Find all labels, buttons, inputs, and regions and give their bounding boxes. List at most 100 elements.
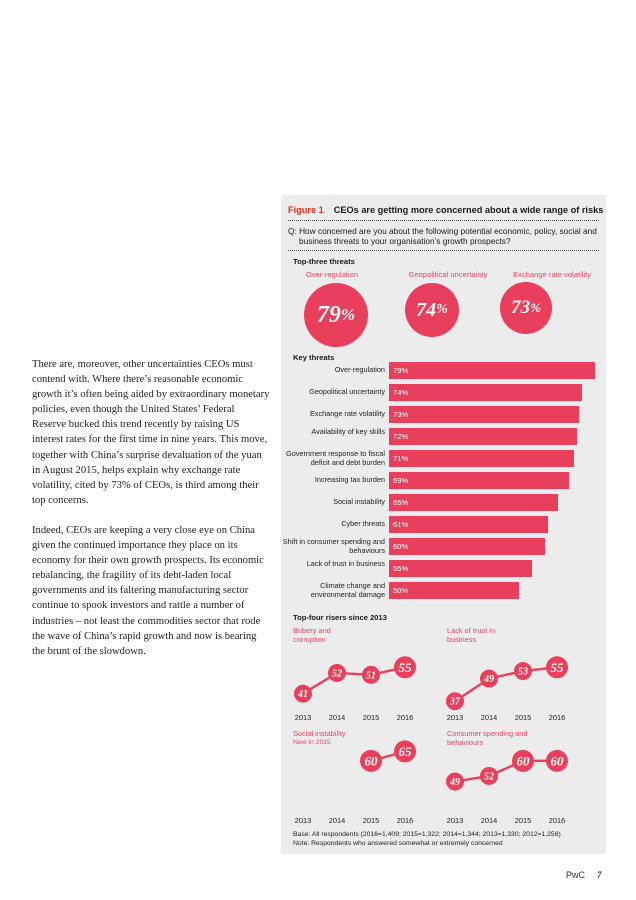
- data-label: 49: [449, 777, 460, 788]
- data-label: 55: [399, 660, 413, 675]
- x-tick-label: 2014: [481, 816, 497, 825]
- bar: 74%: [389, 384, 582, 401]
- figure-number: Figure 1: [288, 205, 324, 215]
- risers-title: Top-four risers since 2013: [293, 613, 387, 622]
- series-line: [302, 666, 406, 695]
- riser-title: Bribery and corruption: [293, 626, 331, 644]
- x-tick-label: 2015: [515, 713, 531, 722]
- x-tick-label: 2013: [447, 713, 463, 722]
- x-tick-label: 2014: [329, 816, 345, 825]
- data-point: [480, 766, 498, 785]
- riser-chart-social: Social instability New in 2015 60 65 2013 2…: [291, 728, 441, 828]
- x-tick-label: 2014: [481, 713, 497, 722]
- paragraph-1: There are, moreover, other uncertainties…: [32, 359, 270, 506]
- key-threats-chart: Over-regulation 79% Geopolitical uncertain…: [281, 195, 606, 615]
- data-label: 65: [399, 744, 413, 759]
- data-label: 41: [297, 689, 308, 700]
- riser-subtitle: New in 2015: [293, 739, 331, 746]
- data-point: [294, 684, 312, 703]
- data-point: [394, 740, 416, 763]
- riser-line-chart: 49 52 60 60 2013 2014 2015 2016: [446, 749, 568, 825]
- figure-panel: Figure 1 CEOs are getting more concerned …: [281, 195, 606, 854]
- bar: 71%: [389, 450, 575, 467]
- bar-label: Social instability: [333, 497, 385, 507]
- bar-label: Increasing tax burden: [314, 475, 385, 485]
- top-threat-circle-2: 74%: [405, 283, 459, 337]
- bar: 69%: [389, 472, 569, 489]
- riser-line-chart: 41 52 51 55 2013 2014 2015 2016: [294, 656, 416, 722]
- bar-label: Availability of key skills: [311, 427, 385, 437]
- data-point: [546, 656, 568, 679]
- data-label: 60: [551, 753, 565, 768]
- figure-title: CEOs are getting more concerned about a …: [333, 205, 604, 215]
- data-point: [446, 692, 464, 711]
- series-line: [454, 666, 558, 703]
- riser-line-chart: 37 49 53 55 2013 2014 2015 2016: [446, 656, 568, 722]
- data-label: 55: [551, 660, 565, 675]
- bar-label: Exchange rate volatility: [309, 409, 385, 419]
- top-threat-label-1: Over-regulation: [305, 270, 359, 279]
- bar-value-label: 65%: [393, 498, 409, 507]
- bar: 55%: [389, 560, 533, 577]
- bar-value-label: 55%: [393, 564, 409, 573]
- body-text: There are, moreover, other uncertainties…: [32, 357, 270, 674]
- bar: 65%: [389, 494, 559, 511]
- figure-header: Figure 1 CEOs are getting more concerned …: [288, 205, 603, 221]
- riser-title: Social instability: [293, 729, 346, 738]
- bar-label: Cyber threats: [341, 519, 385, 529]
- bar: 73%: [389, 406, 580, 423]
- top-threat-circle-1: 79%: [304, 283, 368, 347]
- top-threat-label-2: Geopolitical uncertainty: [408, 270, 488, 279]
- data-label: 60: [517, 753, 531, 768]
- bar-value-label: 61%: [393, 520, 409, 529]
- bar-label: Climate change and environmental damage: [310, 581, 385, 599]
- bar-label: Lack of trust in business: [306, 559, 385, 569]
- bar-value-label: 74%: [393, 388, 409, 397]
- x-tick-label: 2014: [329, 713, 345, 722]
- riser-title: Lack of trust in business: [447, 626, 496, 644]
- x-tick-label: 2016: [397, 816, 413, 825]
- data-point: [446, 772, 464, 791]
- survey-question: Q: How concerned are you about the follo…: [288, 226, 599, 251]
- riser-chart-consumer: Consumer spending and behaviours 49 52 60 6…: [443, 728, 593, 828]
- x-tick-label: 2015: [515, 816, 531, 825]
- bar: 60%: [389, 538, 546, 555]
- x-tick-label: 2016: [397, 713, 413, 722]
- bar-value-label: 69%: [393, 476, 409, 485]
- bar: 72%: [389, 428, 577, 445]
- data-point: [328, 663, 346, 682]
- paragraph-2: Indeed, CEOs are keeping a very close ey…: [32, 524, 264, 657]
- riser-title: Consumer spending and behaviours: [447, 729, 528, 747]
- riser-chart-bribery: Bribery and corruption 41 52 51 55 2013 2014 2…: [291, 625, 441, 725]
- data-point: [480, 669, 498, 688]
- top-three-title: Top-three threats: [293, 257, 355, 266]
- bar-label: Shift in consumer spending and behaviour…: [282, 537, 385, 555]
- top-threat-label-3: Exchange rate volatility: [512, 270, 592, 279]
- base-note: Base: All respondents (2016=1,409; 2015=…: [293, 831, 561, 838]
- x-tick-label: 2016: [549, 816, 565, 825]
- x-tick-label: 2013: [447, 816, 463, 825]
- respondent-note: Note: Respondents who answered somewhat …: [293, 840, 503, 847]
- bar: 50%: [389, 582, 520, 599]
- page-number: 7: [597, 870, 602, 880]
- data-label: 60: [365, 753, 379, 768]
- data-label: 37: [449, 697, 461, 708]
- data-point: [512, 749, 534, 772]
- x-tick-label: 2013: [295, 816, 311, 825]
- data-point: [514, 662, 532, 681]
- data-point: [362, 665, 380, 684]
- data-point: [546, 749, 568, 772]
- data-label: 52: [332, 668, 342, 679]
- bar-value-label: 72%: [393, 432, 409, 441]
- bar-label: Geopolitical uncertainty: [309, 387, 385, 397]
- riser-chart-trust: Lack of trust in business 37 49 53 55 2013 20…: [443, 625, 593, 725]
- data-label: 51: [366, 670, 376, 681]
- data-label: 49: [483, 674, 494, 685]
- bar-value-label: 50%: [393, 586, 409, 595]
- x-tick-label: 2016: [549, 713, 565, 722]
- key-threats-title: Key threats: [293, 353, 335, 362]
- x-tick-label: 2013: [295, 713, 311, 722]
- bar-value-label: 73%: [393, 410, 409, 419]
- data-label: 53: [518, 667, 528, 678]
- series-line: [454, 759, 557, 783]
